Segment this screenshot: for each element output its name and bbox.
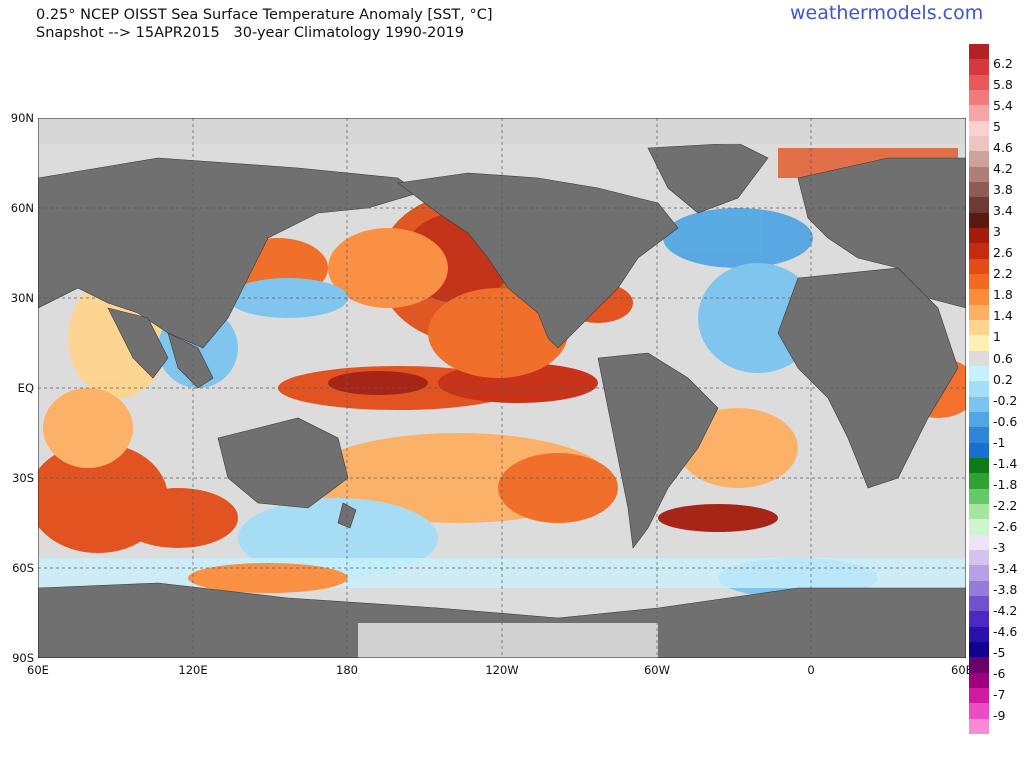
colorbar-tick-label: 0.6 — [993, 350, 1013, 366]
colorbar-tick-label: 5.4 — [993, 98, 1013, 114]
colorbar-tick-label: -0.2 — [993, 392, 1018, 408]
colorbar-swatch — [969, 59, 989, 76]
colorbar-tick-label: -1 — [993, 434, 1006, 450]
lon-label-180: 180 — [336, 663, 358, 677]
colorbar-swatch — [969, 703, 989, 720]
lat-label-eq: EQ — [17, 381, 34, 395]
colorbar-tick-label: 3.8 — [993, 182, 1013, 198]
colorbar-swatch — [969, 488, 989, 505]
colorbar-swatch — [969, 274, 989, 290]
colorbar-tick-label: 1.8 — [993, 287, 1013, 303]
colorbar-swatch — [969, 366, 989, 382]
colorbar-swatch — [969, 519, 989, 536]
colorbar-tick-label: -1.8 — [993, 476, 1018, 492]
colorbar-swatch — [969, 228, 989, 244]
lon-label-60e-right: 60E — [951, 663, 973, 677]
colorbar-swatch — [969, 320, 989, 336]
colorbar-swatch — [969, 412, 989, 428]
colorbar-swatch — [969, 565, 989, 582]
colorbar-swatch — [969, 289, 989, 306]
colorbar-tick-label: -7 — [993, 687, 1006, 703]
colorbar-swatch — [969, 504, 989, 520]
colorbar-tick-label: 1 — [993, 329, 1001, 345]
map-svg — [28, 117, 978, 659]
colorbar-tick-label: 4.2 — [993, 161, 1013, 177]
lat-label-90n: 90N — [10, 111, 34, 125]
colorbar-tick-label: -4.2 — [993, 602, 1018, 618]
colorbar-swatch — [969, 396, 989, 413]
colorbar — [969, 44, 989, 735]
colorbar-tick-label: 1.4 — [993, 308, 1013, 324]
colorbar-swatch — [969, 458, 989, 474]
colorbar-swatch — [969, 580, 989, 597]
graticule — [38, 118, 966, 658]
colorbar-tick-label: -4.6 — [993, 623, 1018, 639]
map-title: 0.25° NCEP OISST Sea Surface Temperature… — [36, 7, 493, 23]
lat-label-30n: 30N — [10, 291, 34, 305]
colorbar-swatch — [969, 182, 989, 198]
colorbar-swatch — [969, 611, 989, 628]
colorbar-tick-label: 3 — [993, 224, 1001, 240]
colorbar-tick-label: -2.6 — [993, 518, 1018, 534]
colorbar-tick-label: -0.6 — [993, 413, 1018, 429]
colorbar-swatch — [969, 550, 989, 566]
colorbar-swatch — [969, 350, 989, 367]
colorbar-tick-label: -1.4 — [993, 455, 1018, 471]
colorbar-swatch — [969, 642, 989, 658]
colorbar-tick-label: -3 — [993, 539, 1006, 555]
lat-label-90s: 90S — [12, 651, 34, 665]
colorbar-swatch — [969, 534, 989, 551]
colorbar-tick-label: 2.6 — [993, 245, 1013, 261]
colorbar-swatch — [969, 688, 989, 704]
lat-label-60s: 60S — [12, 561, 34, 575]
colorbar-swatch — [969, 197, 989, 214]
colorbar-swatch — [969, 304, 989, 321]
colorbar-tick-label: -6 — [993, 666, 1006, 682]
lon-label-60w: 60W — [643, 663, 671, 677]
colorbar-swatch — [969, 212, 989, 229]
colorbar-tick-label: 0.2 — [993, 371, 1013, 387]
lon-label-120w: 120W — [485, 663, 519, 677]
colorbar-swatch — [969, 74, 989, 91]
colorbar-tick-label: -2.2 — [993, 497, 1018, 513]
colorbar-swatch — [969, 258, 989, 275]
colorbar-swatch — [969, 381, 989, 398]
lon-label-60e: 60E — [27, 663, 49, 677]
colorbar-swatch — [969, 105, 989, 122]
colorbar-tick-label: 2.2 — [993, 266, 1013, 282]
colorbar-tick-label: -5 — [993, 645, 1006, 661]
brand-link[interactable]: weathermodels.com — [790, 2, 984, 24]
colorbar-swatch — [969, 442, 989, 459]
colorbar-swatch — [969, 473, 989, 490]
lat-label-30s: 30S — [12, 471, 34, 485]
colorbar-tick-label: 3.4 — [993, 203, 1013, 219]
colorbar-swatch — [969, 718, 989, 735]
lon-label-120e: 120E — [178, 663, 208, 677]
colorbar-swatch — [969, 427, 989, 444]
colorbar-tick-label: -9 — [993, 708, 1006, 724]
colorbar-swatch — [969, 335, 989, 352]
lat-label-60n: 60N — [10, 201, 34, 215]
colorbar-swatch — [969, 657, 989, 674]
colorbar-tick-label: 4.6 — [993, 140, 1013, 156]
colorbar-tick-label: -3.4 — [993, 560, 1018, 576]
land-masses — [37, 142, 967, 659]
colorbar-swatch — [969, 596, 989, 612]
colorbar-swatch — [969, 44, 989, 60]
colorbar-swatch — [969, 166, 989, 183]
colorbar-swatch — [969, 151, 989, 168]
colorbar-swatch — [969, 136, 989, 152]
colorbar-swatch — [969, 120, 989, 137]
colorbar-tick-label: -3.8 — [993, 581, 1018, 597]
sst-anomaly-map — [28, 117, 978, 659]
map-subtitle: Snapshot --> 15APR2015 30-year Climatolo… — [36, 25, 464, 41]
colorbar-swatch — [969, 626, 989, 643]
colorbar-tick-label: 5 — [993, 119, 1001, 135]
colorbar-swatch — [969, 90, 989, 106]
lon-label-0: 0 — [807, 663, 815, 677]
colorbar-tick-label: 5.8 — [993, 77, 1013, 93]
colorbar-swatch — [969, 243, 989, 260]
colorbar-tick-label: 6.2 — [993, 56, 1013, 71]
colorbar-swatch — [969, 672, 989, 689]
